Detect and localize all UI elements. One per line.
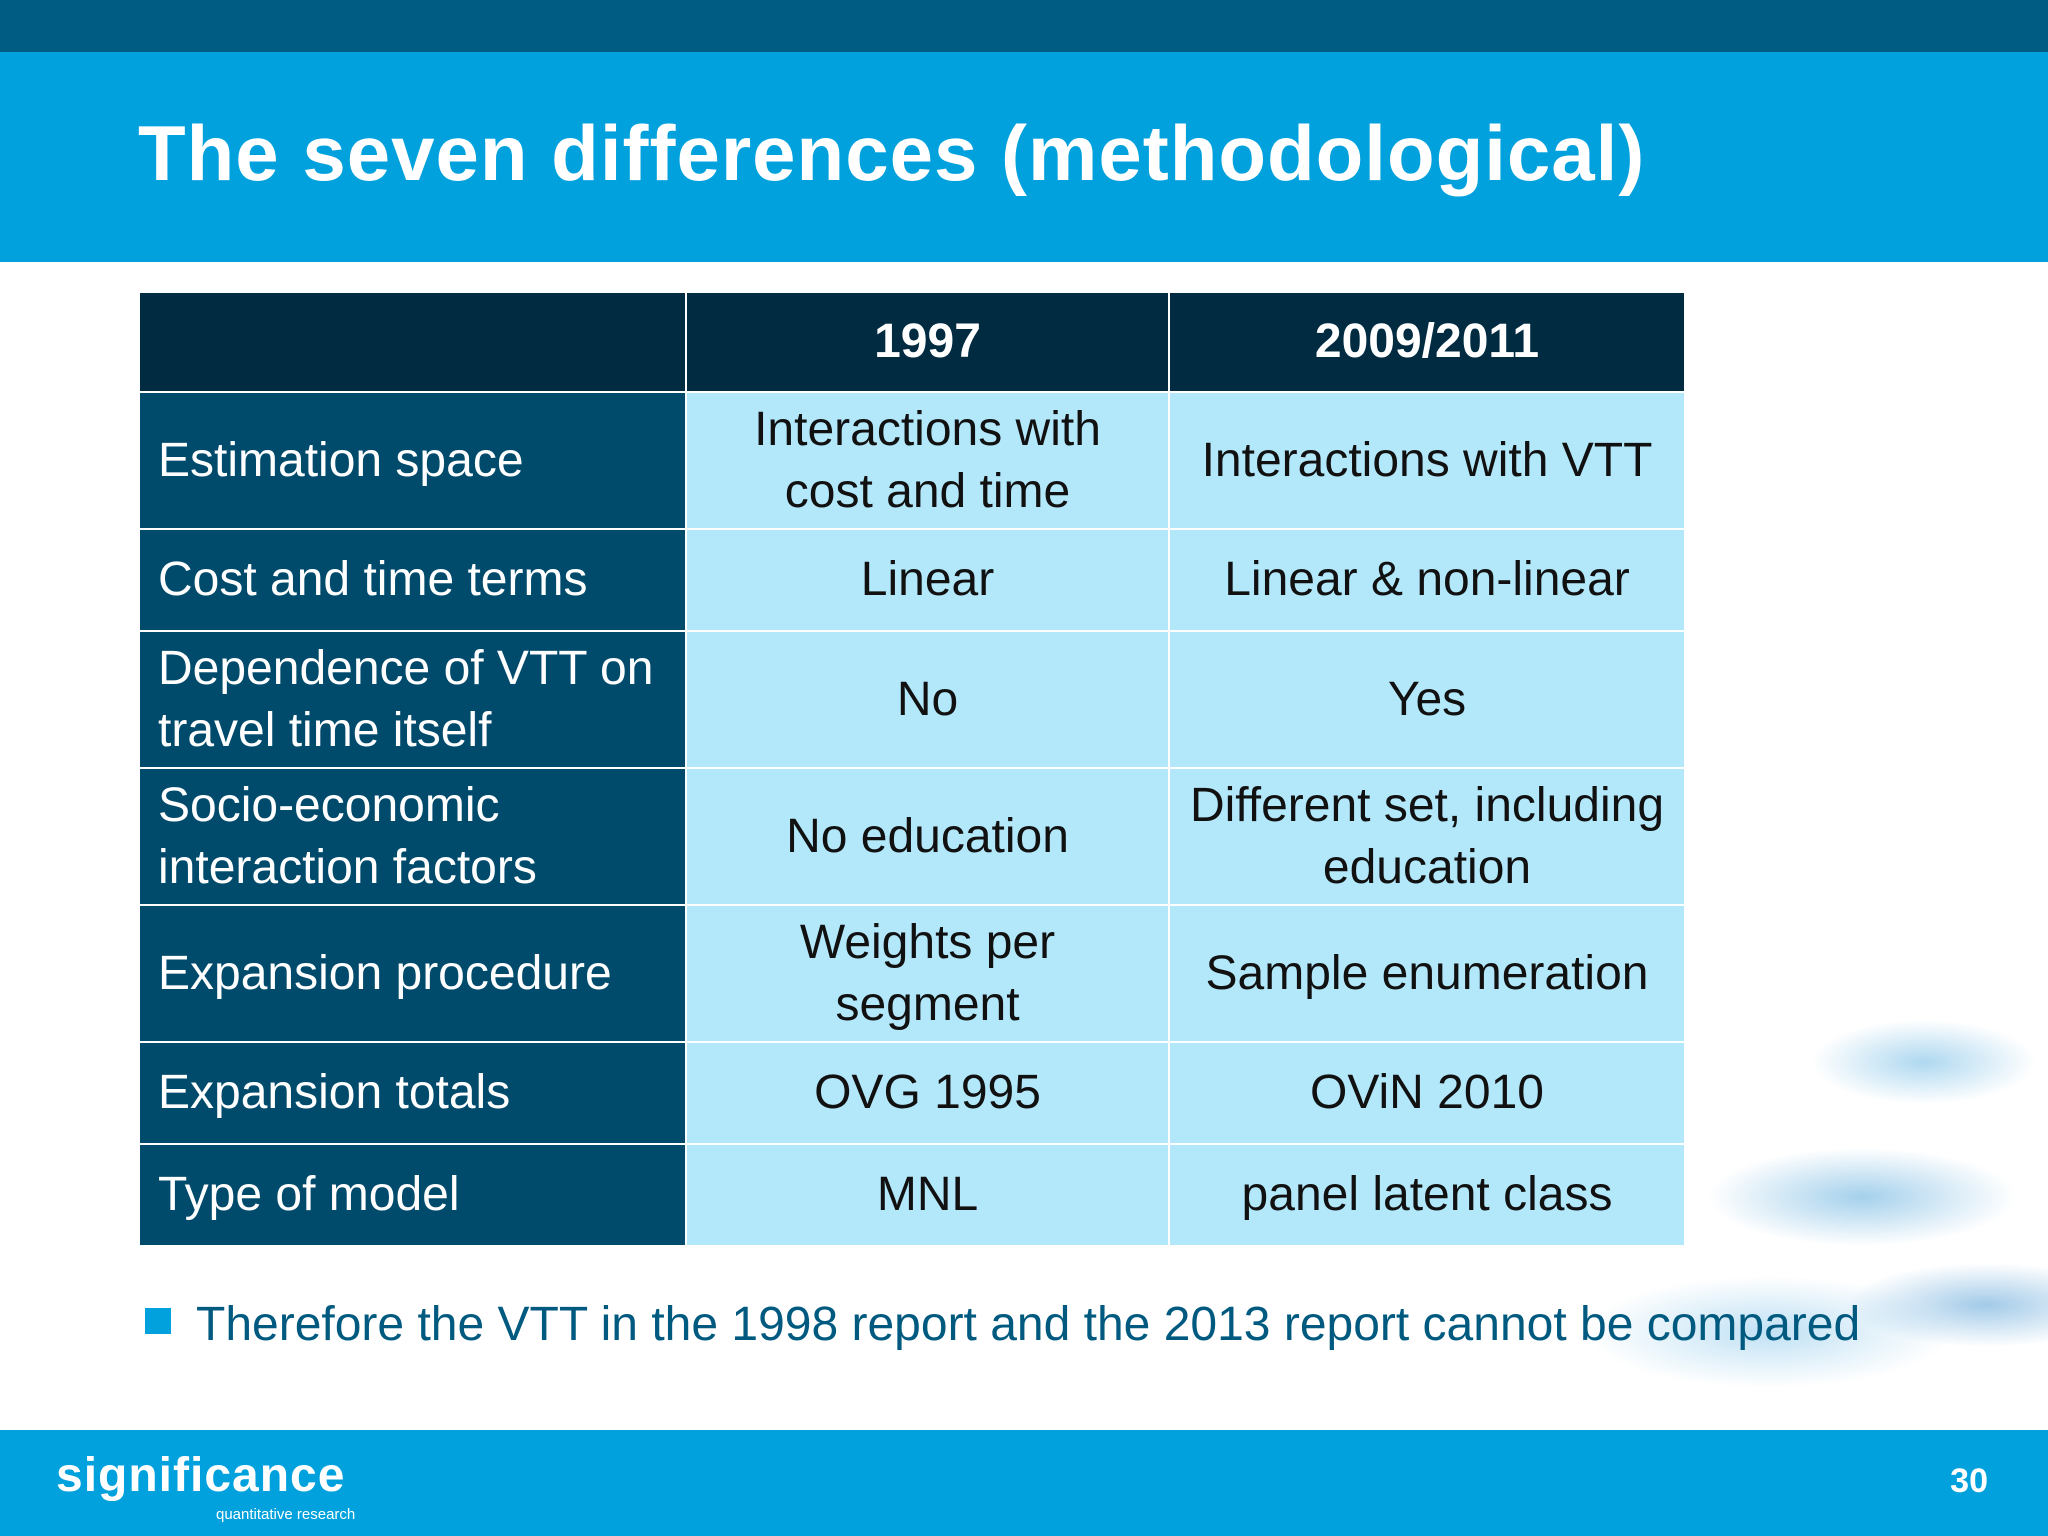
cell-2009: Interactions with VTT — [1168, 391, 1686, 530]
table-row: Type of model MNL panel latent class — [138, 1143, 1686, 1247]
significance-logo: significance quantitative research — [56, 1448, 355, 1523]
header-1997: 1997 — [685, 291, 1170, 393]
cell-2009: OViN 2010 — [1168, 1041, 1686, 1145]
cell-2009: Different set, including education — [1168, 767, 1686, 906]
row-label: Socio-economic interaction factors — [138, 767, 687, 906]
cell-1997: OVG 1995 — [685, 1041, 1170, 1145]
header-2009-2011: 2009/2011 — [1168, 291, 1686, 393]
cell-2009: panel latent class — [1168, 1143, 1686, 1247]
table-header-row: 1997 2009/2011 — [138, 291, 1686, 393]
cell-1997: Interactions with cost and time — [685, 391, 1170, 530]
row-label: Expansion procedure — [138, 904, 687, 1043]
cell-1997: No — [685, 630, 1170, 769]
table-row: Dependence of VTT on travel time itself … — [138, 630, 1686, 769]
cell-1997: MNL — [685, 1143, 1170, 1247]
top-bar — [0, 0, 2048, 52]
cell-2009: Yes — [1168, 630, 1686, 769]
header-blank — [138, 291, 687, 393]
row-label: Dependence of VTT on travel time itself — [138, 630, 687, 769]
footer-band — [0, 1430, 2048, 1536]
table-row: Socio-economic interaction factors No ed… — [138, 767, 1686, 906]
slide-title: The seven differences (methodological) — [138, 109, 1646, 197]
bullet-square-icon — [145, 1308, 171, 1334]
page-number: 30 — [1950, 1462, 1988, 1500]
table-row: Estimation space Interactions with cost … — [138, 391, 1686, 530]
row-label: Type of model — [138, 1143, 687, 1247]
logo-wordmark: significance — [56, 1449, 346, 1502]
comparison-table: 1997 2009/2011 Estimation space Interact… — [138, 291, 1686, 1247]
row-label: Expansion totals — [138, 1041, 687, 1145]
bullet-text: Therefore the VTT in the 1998 report and… — [196, 1298, 1861, 1351]
table-row: Expansion totals OVG 1995 OViN 2010 — [138, 1041, 1686, 1145]
cell-1997: Linear — [685, 528, 1170, 632]
table-row: Cost and time terms Linear Linear & non-… — [138, 528, 1686, 632]
title-band — [0, 52, 2048, 262]
cell-2009: Linear & non-linear — [1168, 528, 1686, 632]
row-label: Cost and time terms — [138, 528, 687, 632]
table-row: Expansion procedure Weights per segment … — [138, 904, 1686, 1043]
logo-tagline: quantitative research — [216, 1506, 356, 1523]
row-label: Estimation space — [138, 391, 687, 530]
cell-1997: No education — [685, 767, 1170, 906]
cell-2009: Sample enumeration — [1168, 904, 1686, 1043]
cell-1997: Weights per segment — [685, 904, 1170, 1043]
